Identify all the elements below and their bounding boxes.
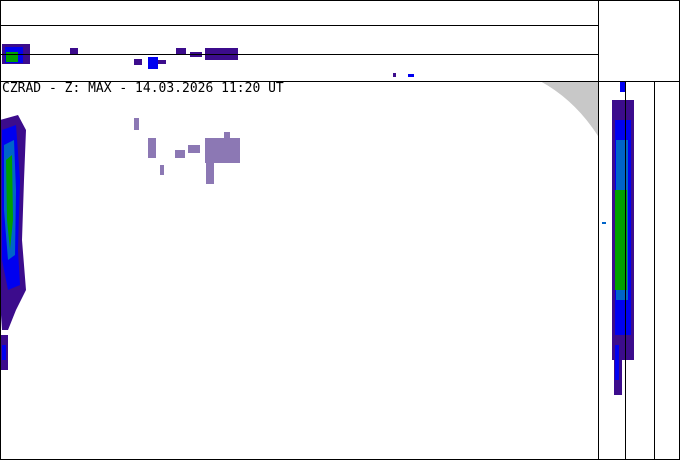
- outside-coverage-area: [540, 81, 598, 136]
- map-title: CZRAD - Z: MAX - 14.03.2026 11:20 UT: [2, 81, 284, 96]
- ground-clutter: [134, 118, 240, 184]
- side-projection-echoes: [602, 82, 634, 395]
- main-echoes-left: [0, 115, 26, 370]
- top-projection-echoes: [2, 44, 414, 77]
